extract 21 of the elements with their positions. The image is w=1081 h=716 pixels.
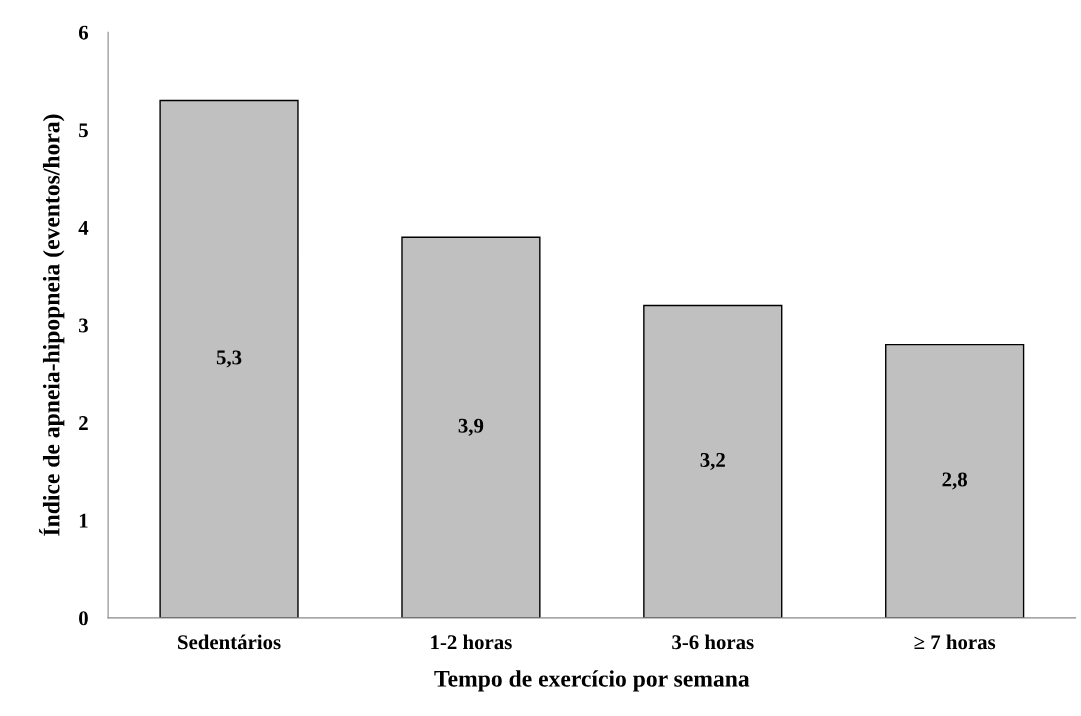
y-tick-label: 4	[78, 220, 89, 235]
y-tick-label: 5	[79, 123, 88, 138]
y-axis-title: Índice de apneia-hipopneia (eventos/hora)	[39, 114, 65, 536]
y-tick-label: 2	[79, 416, 88, 430]
x-tick-label: Sedentários	[178, 634, 281, 650]
data-label: 3,9	[458, 418, 484, 436]
y-tick-label: 0	[79, 611, 88, 626]
y-tick-label: 6	[78, 25, 89, 40]
x-tick-label: 3-6 horas	[672, 634, 754, 650]
x-tick-label: ≥ 7 horas	[914, 634, 996, 650]
bar	[159, 99, 299, 618]
x-axis-title: Tempo de exercício por semana	[434, 670, 750, 692]
data-label: 3,2	[700, 452, 725, 470]
bar	[401, 236, 541, 618]
y-tick-label: 3	[79, 318, 88, 333]
x-tick-label: 1-2 horas	[431, 634, 512, 650]
bar	[885, 343, 1025, 618]
data-label: 5,3	[216, 350, 242, 368]
bar	[643, 304, 783, 618]
y-tick-label: 1	[79, 513, 88, 528]
data-label: 2,8	[942, 472, 967, 490]
